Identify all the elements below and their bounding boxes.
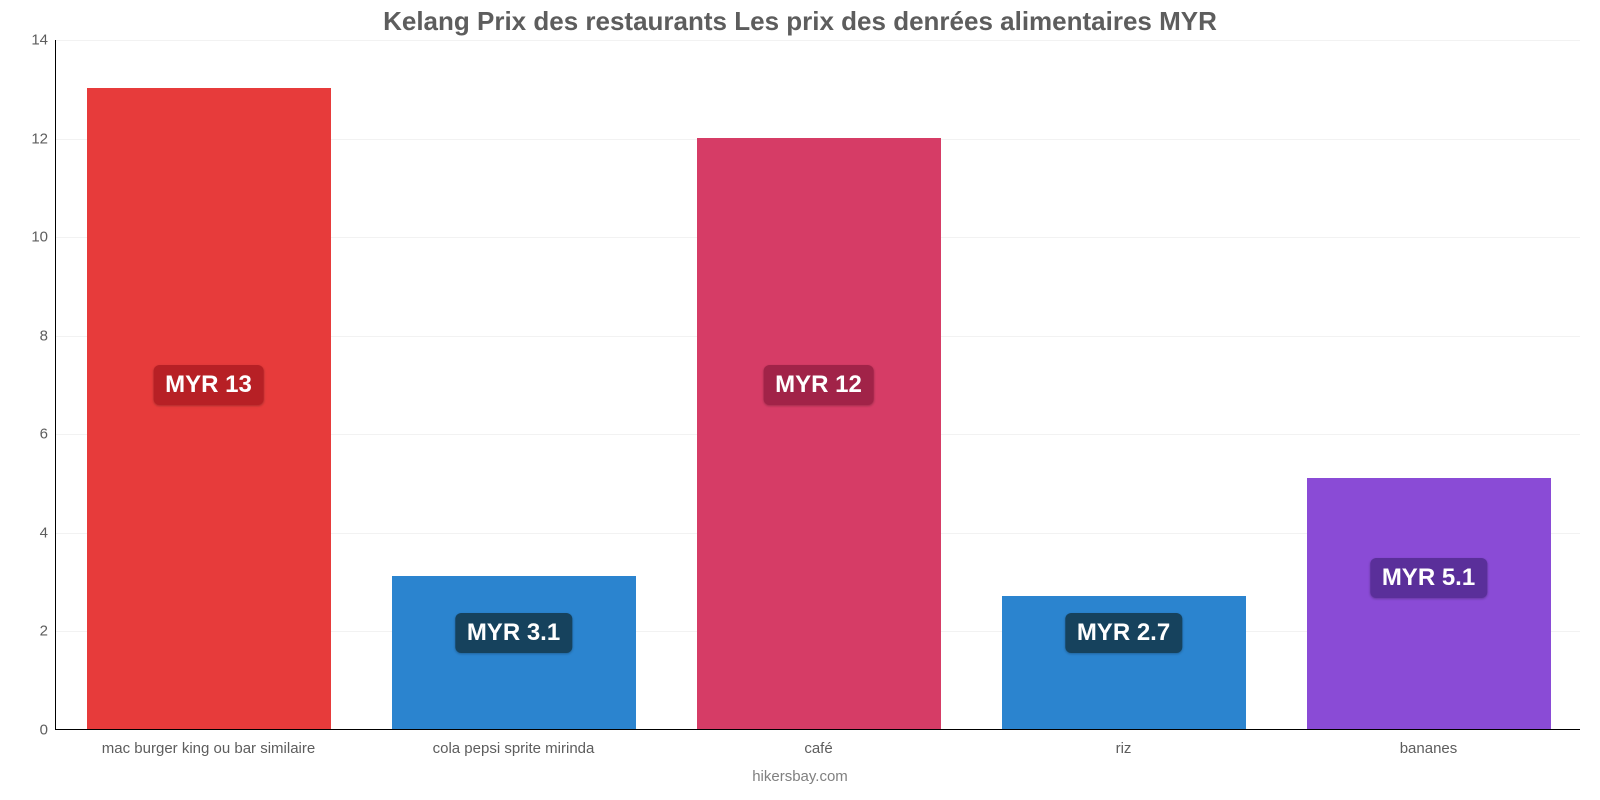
y-tick-label: 10: [5, 229, 48, 246]
x-tick-label: mac burger king ou bar similaire: [102, 740, 315, 757]
bar: [697, 138, 941, 729]
chart-source: hikersbay.com: [0, 768, 1600, 785]
plot-area: 02468101214MYR 13mac burger king ou bar …: [55, 40, 1580, 730]
bar-chart: Kelang Prix des restaurants Les prix des…: [0, 0, 1600, 800]
x-tick-label: bananes: [1400, 740, 1458, 757]
y-tick-label: 14: [5, 32, 48, 49]
x-tick-label: café: [804, 740, 832, 757]
y-tick-label: 8: [5, 327, 48, 344]
grid-line: [56, 40, 1580, 41]
y-tick-label: 2: [5, 623, 48, 640]
y-tick-label: 0: [5, 722, 48, 739]
x-tick-label: riz: [1116, 740, 1132, 757]
y-tick-label: 6: [5, 426, 48, 443]
y-tick-label: 12: [5, 130, 48, 147]
y-tick-label: 4: [5, 524, 48, 541]
bar: [87, 88, 331, 729]
bar: [1307, 478, 1551, 729]
value-badge: MYR 2.7: [1065, 613, 1182, 653]
value-badge: MYR 3.1: [455, 613, 572, 653]
x-tick-label: cola pepsi sprite mirinda: [433, 740, 595, 757]
chart-title: Kelang Prix des restaurants Les prix des…: [0, 0, 1600, 37]
value-badge: MYR 5.1: [1370, 558, 1487, 598]
value-badge: MYR 12: [763, 365, 874, 405]
value-badge: MYR 13: [153, 365, 264, 405]
